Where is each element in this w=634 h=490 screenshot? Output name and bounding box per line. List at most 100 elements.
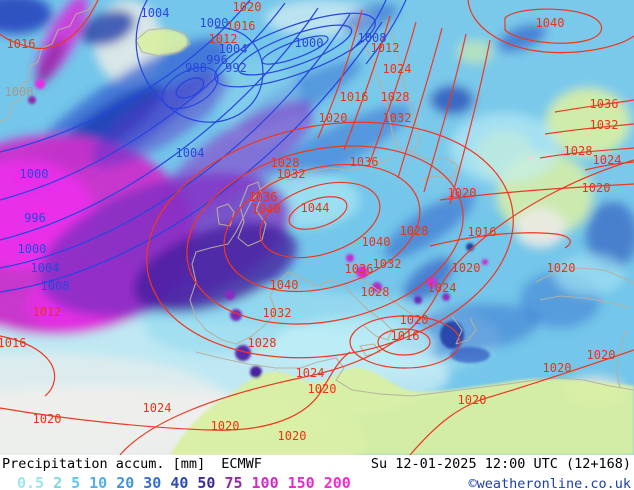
pressure-label: 1028	[381, 90, 410, 104]
pressure-label: 1036	[249, 190, 278, 204]
pressure-label: 1020	[543, 361, 572, 375]
legend-value: 5	[71, 474, 81, 490]
pressure-label: 1020	[308, 382, 337, 396]
pressure-label: 1020	[319, 111, 348, 125]
isobars-low-group	[0, 0, 407, 293]
isobars-high-group	[0, 0, 634, 456]
anatolia-coast	[539, 295, 631, 309]
legend-value: 150	[287, 474, 315, 490]
pressure-label: 1016	[7, 37, 36, 51]
pressure-label: 1004	[31, 261, 60, 275]
pressure-label: 1012	[33, 305, 62, 319]
pressure-label: 1028	[248, 336, 277, 350]
legend-value: 2	[53, 474, 63, 490]
legend-scale: 0.5 2 5 10 20 30 40 50 75 100 150 200	[17, 473, 360, 490]
pressure-label: 1004	[219, 42, 248, 56]
pressure-label: 1016	[0, 336, 26, 350]
pressure-label: 1016	[227, 19, 256, 33]
pressure-label: 1036	[345, 262, 374, 276]
model-name: ECMWF	[221, 456, 262, 472]
pressure-label: 1028	[564, 144, 593, 158]
pressure-label: 1032	[383, 111, 412, 125]
pressure-label: 1004	[141, 6, 170, 20]
pressure-label: 1024	[593, 153, 622, 167]
pressure-label: 1008	[358, 31, 387, 45]
pressure-label: 1008	[5, 85, 34, 99]
pressure-label: 1016	[340, 90, 369, 104]
pressure-label: 1032	[277, 167, 306, 181]
pressure-label: 1008	[41, 279, 70, 293]
pressure-label: 1028	[271, 156, 300, 170]
pressure-label: 1016	[468, 225, 497, 239]
map-title: Precipitation accum. [mm]	[2, 456, 206, 472]
pressure-label: 1036	[590, 97, 619, 111]
legend-value: 20	[116, 474, 135, 490]
pressure-label: 1020	[400, 313, 429, 327]
pressure-label: 992	[225, 61, 247, 75]
pressure-label: 1020	[448, 186, 477, 200]
pressure-label: 1020	[278, 429, 307, 443]
greece-coast	[451, 315, 477, 345]
greenland-coast	[0, 0, 97, 123]
watermark: ©weatheronline.co.uk	[468, 476, 631, 490]
pressure-label: 1004	[176, 146, 205, 160]
pressure-label: 1012	[209, 32, 238, 46]
africa-dry-land	[170, 367, 634, 455]
pressure-label: 996	[24, 211, 46, 225]
footer: Precipitation accum. [mm] ECMWF Su 12-01-…	[0, 455, 634, 490]
pressure-label: 1020	[582, 181, 611, 195]
land-and-spots	[28, 29, 634, 455]
pressure-label: 1040	[252, 202, 281, 216]
pressure-label: 1040	[362, 235, 391, 249]
map-title-block: Precipitation accum. [mm] ECMWF	[2, 456, 262, 472]
pressure-label: 1020	[547, 261, 576, 275]
legend-value: 100	[251, 474, 279, 490]
iceland-land	[136, 29, 188, 55]
pressure-label: 996	[206, 53, 228, 67]
pressure-label: 988	[185, 61, 207, 75]
pressure-label: 1020	[458, 393, 487, 407]
pressure-label: 1024	[428, 281, 457, 295]
pressure-label: 1020	[211, 419, 240, 433]
pressure-label: 1032	[373, 257, 402, 271]
pressure-label: 1000	[200, 16, 229, 30]
pressure-label: 1032	[590, 118, 619, 132]
scandinavia-coast	[351, 19, 421, 153]
pressure-label: 1024	[296, 366, 325, 380]
pressure-label: 1028	[400, 224, 429, 238]
legend-value: 0.5	[17, 474, 45, 490]
pressure-label: 1012	[371, 41, 400, 55]
north-africa-coast	[195, 351, 634, 397]
pressure-label: 1000	[18, 242, 47, 256]
pressure-label: 1000	[295, 36, 324, 50]
pressure-label: 1020	[233, 0, 262, 14]
pressure-label: 1036	[350, 155, 379, 169]
pressure-label: 1040	[536, 16, 565, 30]
pressure-label: 1044	[301, 201, 330, 215]
pressure-label: 1020	[452, 261, 481, 275]
pressure-label: 1024	[383, 62, 412, 76]
pressure-label: 1032	[263, 306, 292, 320]
pressure-label: 1000	[20, 167, 49, 181]
italy-coast	[343, 285, 393, 341]
adriatic-coast	[349, 275, 429, 327]
legend-value: 30	[143, 474, 162, 490]
pressure-label: 1020	[587, 348, 616, 362]
footer-legend-row: 0.5 2 5 10 20 30 40 50 75 100 150 200 ©weatheronlin…	[0, 472, 634, 490]
pressure-label: 1028	[361, 285, 390, 299]
pressure-label: 1040	[270, 278, 299, 292]
sicily-coast	[359, 343, 381, 357]
legend-value: 40	[170, 474, 189, 490]
footer-title-row: Precipitation accum. [mm] ECMWF Su 12-01-…	[0, 455, 634, 472]
legend-value: 50	[197, 474, 216, 490]
britain-coast	[237, 181, 267, 247]
pressure-label: 1020	[33, 412, 62, 426]
black-sea-coast	[535, 267, 634, 285]
iceland-coast	[135, 27, 191, 57]
legend-value: 75	[224, 474, 243, 490]
legend-value: 200	[323, 474, 351, 490]
